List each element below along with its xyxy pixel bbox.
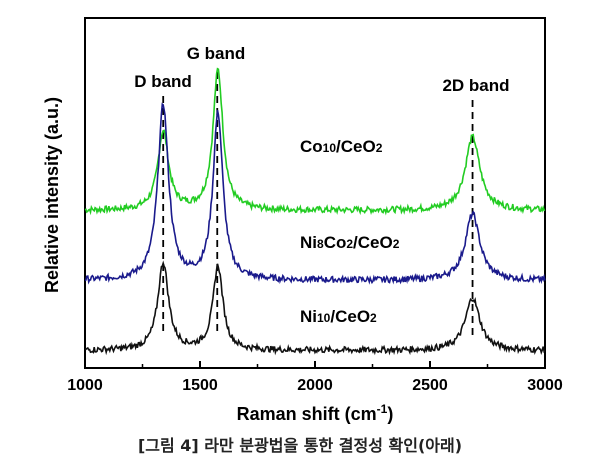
figure-caption: [그림 4] 라만 분광법을 통한 결정성 확인(아래) bbox=[137, 436, 463, 455]
series-label: Ni8Co2/CeO2 bbox=[300, 233, 400, 252]
series-label: Co10/CeO2 bbox=[300, 137, 383, 156]
series-label: Ni10/CeO2 bbox=[300, 307, 377, 326]
series-labels: Co10/CeO2 Ni8Co2/CeO2 Ni10/CeO2 bbox=[300, 137, 400, 326]
x-tick-label: 2500 bbox=[412, 377, 448, 394]
band-annotation: G band bbox=[187, 44, 246, 63]
band-annotations: D band G band 2D band bbox=[134, 44, 509, 95]
series-line-1 bbox=[84, 102, 546, 285]
x-axis: 1000 1500 2000 2500 3000 bbox=[67, 361, 563, 394]
series-line-0 bbox=[84, 67, 546, 216]
x-axis-label: Raman shift (cm-1) bbox=[237, 402, 394, 424]
series-line-2 bbox=[84, 260, 546, 356]
x-tick-label: 1500 bbox=[182, 377, 218, 394]
y-axis-label: Relative intensity (a.u.) bbox=[42, 97, 62, 293]
band-annotation: 2D band bbox=[442, 76, 509, 95]
band-marker-lines bbox=[162, 72, 474, 335]
x-tick-label: 2000 bbox=[297, 377, 333, 394]
band-annotation: D band bbox=[134, 72, 192, 91]
x-tick-label: 3000 bbox=[527, 377, 563, 394]
x-tick-label: 1000 bbox=[67, 377, 103, 394]
series-lines bbox=[84, 67, 546, 356]
raman-chart: Co10/CeO2 Ni8Co2/CeO2 Ni10/CeO2 D band G ba… bbox=[42, 17, 563, 424]
